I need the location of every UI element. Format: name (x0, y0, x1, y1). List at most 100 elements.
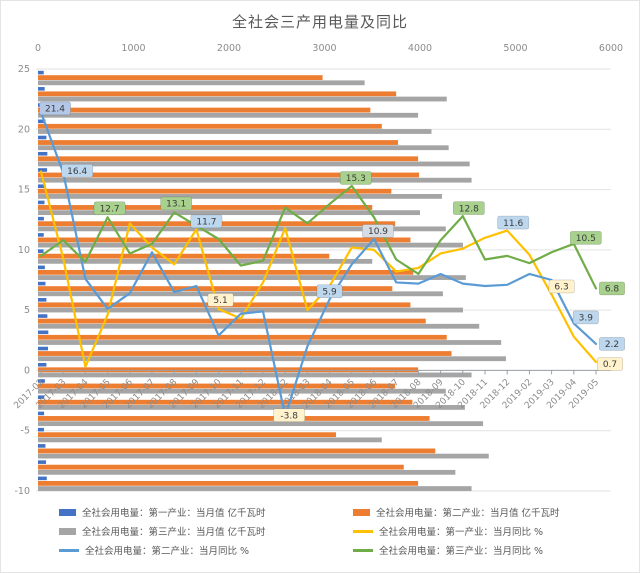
data-label-text: 12.8 (459, 204, 479, 214)
data-label-text: 6.8 (605, 285, 620, 295)
data-label-box (599, 337, 625, 351)
line-swatch-tertiary-yoy (353, 548, 373, 552)
bar-secondary (38, 383, 396, 389)
top-axis-tick-label: 3000 (312, 43, 336, 54)
left-axis-tick-label: 15 (18, 185, 30, 196)
bar-secondary (38, 91, 397, 97)
top-axis-tick-label: 5000 (503, 43, 527, 54)
bar-primary (38, 233, 44, 237)
bar-secondary (38, 464, 404, 470)
bar-secondary (38, 75, 323, 80)
data-label-text: 5.9 (322, 287, 337, 297)
legend-label: 全社会用电量：第一产业：当月同比 % (379, 527, 544, 538)
bar-tertiary (38, 323, 480, 329)
line-primary_yoy (39, 170, 598, 368)
data-labels-layer: 21.4 16.4 12.7 13.1 11.7 5.1 -3.8 5.9 15.3 10.9 12… (39, 101, 625, 422)
data-label-box (497, 215, 530, 230)
combo-chart: 25 20 15 10 5 0 -5 -10 0 1000 2000 3000 4000 5000 6000… (12, 43, 625, 497)
data-label-box (190, 214, 223, 229)
bar-tertiary (38, 226, 446, 232)
legend-item-primary-yoy: 全社会用电量：第一产业：当月同比 % (353, 524, 633, 538)
legend-label: 全社会用电量：第三产业：当月同比 % (379, 546, 544, 557)
line-tertiary_yoy (39, 184, 598, 290)
bar-secondary (38, 140, 399, 145)
line-swatch-secondary-yoy (59, 548, 79, 552)
bar-tertiary (38, 80, 365, 86)
chart-legend: 全社会用电量：第一产业：当月值 亿千瓦时 全社会用电量：第二产业：当月值 亿千瓦… (59, 505, 633, 557)
bar-tertiary (38, 129, 432, 134)
legend-label: 全社会用电量：第二产业：当月同比 % (85, 546, 250, 557)
data-label-box (61, 163, 94, 178)
left-axis-tick-label: 0 (24, 365, 30, 376)
bar-secondary (38, 156, 419, 162)
bar-tertiary (38, 194, 442, 199)
left-axis-tick-label: 10 (18, 245, 30, 256)
bar-secondary (38, 253, 330, 259)
bar-primary (38, 87, 45, 91)
left-axis-tick-label: -5 (21, 426, 30, 437)
legend-item-primary-value: 全社会用电量：第一产业：当月值 亿千瓦时 (59, 505, 345, 519)
bar-primary (38, 330, 49, 335)
bar-secondary (38, 269, 414, 275)
data-label-text: 10.9 (368, 227, 388, 237)
bar-secondary (38, 286, 393, 291)
data-label-box (160, 196, 193, 211)
bar-swatch-primary (59, 508, 76, 516)
data-label-box (93, 201, 126, 216)
bar-primary (38, 184, 46, 189)
bar-tertiary (38, 275, 466, 280)
bar-primary (38, 411, 45, 416)
top-axis-tick-label: 1000 (121, 43, 145, 54)
data-label-box (362, 224, 394, 238)
bar-secondary (38, 480, 419, 486)
data-label-text: 5.1 (213, 296, 227, 306)
bar-secondary (38, 448, 436, 454)
bar-tertiary (38, 145, 449, 151)
lines-layer (39, 111, 598, 418)
bar-primary (38, 200, 45, 205)
data-label-box (339, 171, 372, 185)
line-secondary_yoy (39, 111, 598, 418)
data-label-box (207, 293, 234, 307)
data-label-box (569, 231, 602, 245)
chart-title: 全社会三产用电量及同比 (231, 13, 408, 31)
top-axis-tick-label: 2000 (217, 43, 241, 54)
bar-secondary (38, 334, 447, 340)
bar-tertiary (38, 177, 472, 183)
bar-tertiary (38, 453, 489, 459)
bar-secondary (38, 237, 411, 243)
bar-swatch-secondary (353, 508, 370, 516)
legend-item-tertiary-yoy: 全社会用电量：第三产业：当月同比 % (353, 543, 633, 557)
data-label-text: 10.5 (576, 234, 596, 244)
bar-secondary (38, 188, 392, 194)
bar-tertiary (38, 96, 447, 102)
data-label-text: 11.6 (503, 219, 523, 229)
bar-tertiary (38, 372, 472, 378)
bar-primary (38, 135, 47, 140)
left-axis-tick-label: 5 (24, 305, 30, 316)
data-label-text: -3.8 (280, 411, 298, 421)
data-label-box (452, 201, 485, 215)
top-axis-tick-label: 0 (35, 43, 41, 54)
bar-primary (38, 249, 44, 253)
top-axis-tick-label: 6000 (599, 43, 623, 54)
left-axis-tick-label: 25 (18, 64, 30, 75)
bar-secondary (38, 399, 413, 405)
data-label-box (572, 310, 599, 325)
bar-secondary (38, 432, 336, 438)
bar-primary (38, 70, 44, 75)
legend-item-secondary-yoy: 全社会用电量：第二产业：当月同比 % (59, 543, 345, 557)
bar-primary (38, 427, 44, 432)
bar-secondary (38, 351, 452, 356)
legend-label: 全社会用电量：第二产业：当月值 亿千瓦时 (376, 508, 560, 519)
bar-primary (38, 395, 45, 400)
bar-primary (38, 151, 48, 156)
bar-tertiary (38, 486, 472, 491)
bar-tertiary (38, 210, 420, 216)
bar-primary (38, 460, 47, 464)
data-label-box (597, 357, 623, 371)
data-label-box (273, 408, 306, 422)
bar-primary (38, 379, 45, 383)
left-axis-tick-label: 20 (18, 124, 30, 135)
